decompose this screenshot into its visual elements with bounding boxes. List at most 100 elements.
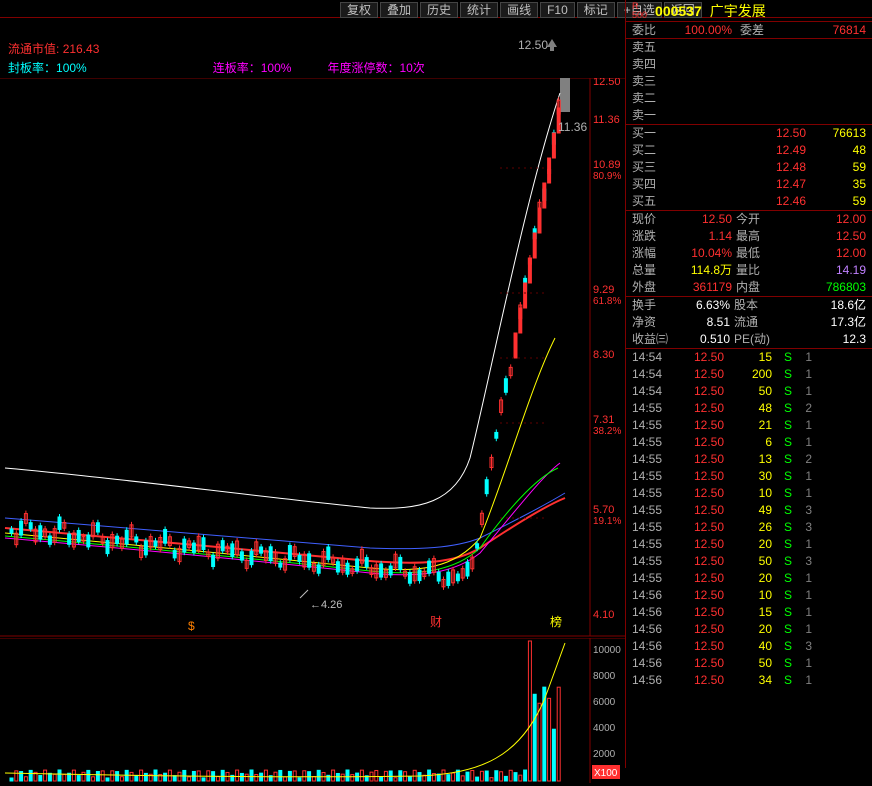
fund-val2: 17.3亿 [816, 314, 866, 331]
quote-row: 总量 114.8万 量比 14.19 [626, 262, 872, 279]
tick-side: S [772, 519, 792, 536]
lianban-val: 100% [261, 61, 292, 75]
menu-tongji[interactable]: 统计 [460, 2, 498, 18]
quote-label2: 最高 [736, 228, 776, 245]
tick-vol: 13 [724, 451, 772, 468]
main-chart[interactable]: ←4.26 财 榜 $ 12.5011.3610.8980.9%9.2961.8… [0, 78, 625, 638]
tick-vol: 21 [724, 417, 772, 434]
buy-vol: 76613 [806, 125, 866, 142]
buy-row: 买二 12.49 48 [626, 142, 872, 159]
quote-row: 涨幅 10.04% 最低 12.00 [626, 245, 872, 262]
buy-row: 买五 12.46 59 [626, 193, 872, 210]
tick-count: 3 [792, 502, 812, 519]
tick-time: 14:55 [632, 468, 674, 485]
tick-side: S [772, 638, 792, 655]
buy-vol: 48 [806, 142, 866, 159]
tick-row: 14:55 12.50 10 S 1 [626, 485, 872, 502]
volume-svg: 100008000600040002000 X100 [0, 638, 625, 783]
tick-price: 12.50 [674, 468, 724, 485]
tick-row: 14:55 12.50 26 S 3 [626, 519, 872, 536]
tick-count: 1 [792, 587, 812, 604]
svg-text:80.9%: 80.9% [593, 171, 621, 182]
buy-vol: 35 [806, 176, 866, 193]
tick-count: 1 [792, 672, 812, 689]
tick-row: 14:55 12.50 30 S 1 [626, 468, 872, 485]
tick-time: 14:56 [632, 587, 674, 604]
tick-vol: 26 [724, 519, 772, 536]
tick-price: 12.50 [674, 400, 724, 417]
x100-label: X100 [594, 768, 618, 779]
fund-label2: PE(动) [734, 331, 778, 348]
tick-time: 14:55 [632, 502, 674, 519]
tick-vol: 30 [724, 468, 772, 485]
tick-price: 12.50 [674, 672, 724, 689]
quote-label: 涨跌 [632, 228, 672, 245]
chart-area: 流通市值: 216.43 封板率：100% 连板率：100% 年度涨停数：10次… [0, 18, 625, 768]
quote-val2: 786803 [816, 279, 866, 296]
menu-lishi[interactable]: 历史 [420, 2, 458, 18]
sell-row: 卖五 [626, 39, 872, 56]
tick-price: 12.50 [674, 451, 724, 468]
tick-side: S [772, 383, 792, 400]
volume-chart[interactable]: 100008000600040002000 X100 [0, 638, 625, 783]
tick-row: 14:56 12.50 15 S 1 [626, 604, 872, 621]
sell-label: 卖四 [632, 56, 672, 73]
cai-label: 财 [430, 615, 442, 629]
quote-label2: 今开 [736, 211, 776, 228]
tick-side: S [772, 536, 792, 553]
menu-diejia[interactable]: 叠加 [380, 2, 418, 18]
tick-row: 14:55 12.50 21 S 1 [626, 417, 872, 434]
buy-price: 12.47 [756, 176, 806, 193]
sell-row: 卖一 [626, 107, 872, 124]
sell-levels: 卖五卖四卖三卖二卖一 [626, 39, 872, 124]
sell-row: 卖三 [626, 73, 872, 90]
order-panel: R500 000537 广宇发展 委比 100.00% 委差 76814 卖五卖… [625, 0, 872, 768]
low-marker: ←4.26 [310, 599, 342, 611]
bang-label: 榜 [550, 614, 562, 629]
svg-text:2000: 2000 [593, 749, 616, 760]
fund-val: 6.63% [680, 297, 730, 314]
fund-label: 净资 [632, 314, 680, 331]
svg-text:4.10: 4.10 [593, 609, 614, 621]
tick-time: 14:55 [632, 451, 674, 468]
quote-row: 外盘 361179 内盘 786803 [626, 279, 872, 296]
tick-count: 3 [792, 553, 812, 570]
sell-label: 卖三 [632, 73, 672, 90]
menu-biaoji[interactable]: 标记 [577, 2, 615, 18]
menu-huaxian[interactable]: 画线 [500, 2, 538, 18]
chart-overlay-label: 12.50 [518, 38, 548, 52]
fund-label2: 流通 [734, 314, 778, 331]
buy-label: 买三 [632, 159, 672, 176]
tick-count: 1 [792, 621, 812, 638]
chart-overlay-label: 11.36 [558, 120, 587, 134]
quote-val2: 12.00 [816, 245, 866, 262]
weibi-val: 100.00% [672, 22, 732, 38]
tick-row: 14:56 12.50 34 S 1 [626, 672, 872, 689]
tick-price: 12.50 [674, 587, 724, 604]
tick-count: 1 [792, 349, 812, 366]
tick-vol: 10 [724, 587, 772, 604]
tick-row: 14:55 12.50 20 S 1 [626, 536, 872, 553]
buy-label: 买四 [632, 176, 672, 193]
fund-label2: 股本 [734, 297, 778, 314]
tick-row: 14:56 12.50 50 S 1 [626, 655, 872, 672]
tick-vol: 50 [724, 553, 772, 570]
nianting-val: 10次 [399, 61, 424, 75]
tick-row: 14:55 12.50 50 S 3 [626, 553, 872, 570]
menu-fuquan[interactable]: 复权 [340, 2, 378, 18]
tick-row: 14:56 12.50 10 S 1 [626, 587, 872, 604]
tick-list[interactable]: 14:54 12.50 15 S 114:54 12.50 200 S 114:… [626, 349, 872, 689]
liutong-val: 216.43 [63, 42, 100, 56]
tick-price: 12.50 [674, 519, 724, 536]
buy-row: 买一 12.50 76613 [626, 125, 872, 142]
tick-time: 14:55 [632, 434, 674, 451]
quote-row: 现价 12.50 今开 12.00 [626, 211, 872, 228]
fengban-label: 封板率： [8, 61, 56, 75]
tick-price: 12.50 [674, 383, 724, 400]
menu-f10[interactable]: F10 [540, 2, 575, 18]
tick-vol: 10 [724, 485, 772, 502]
tick-side: S [772, 349, 792, 366]
tick-vol: 15 [724, 349, 772, 366]
ratio-row: 委比 100.00% 委差 76814 [626, 22, 872, 39]
sell-label: 卖五 [632, 39, 672, 56]
